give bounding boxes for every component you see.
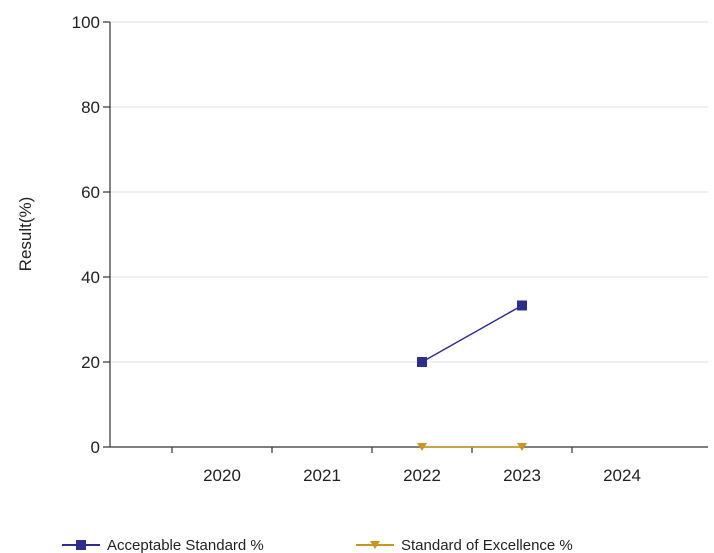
legend-item: Acceptable Standard % xyxy=(62,537,264,553)
legend-swatch-marker xyxy=(76,540,86,550)
legend-label: Acceptable Standard % xyxy=(107,537,264,553)
legend-swatch-marker xyxy=(370,541,380,549)
axes xyxy=(109,22,708,448)
y-axis-title: Result(%) xyxy=(16,197,35,272)
y-tick-label: 60 xyxy=(81,183,100,202)
x-tick-label: 2020 xyxy=(203,466,241,485)
y-tick-label: 80 xyxy=(81,98,100,117)
gridlines xyxy=(110,21,708,363)
x-tick-label: 2022 xyxy=(403,466,441,485)
legend-item: Standard of Excellence % xyxy=(356,537,573,553)
series-group xyxy=(417,300,527,451)
legend: Acceptable Standard % Standard of Excelle… xyxy=(62,537,573,553)
legend-label: Standard of Excellence % xyxy=(401,537,573,553)
y-tick-label: 40 xyxy=(81,268,100,287)
x-tick-label: 2024 xyxy=(603,466,641,485)
x-tick-label: 2021 xyxy=(303,466,341,485)
data-point xyxy=(417,443,427,451)
y-tick-label: 100 xyxy=(72,13,100,32)
data-point xyxy=(417,357,427,367)
series-2 xyxy=(417,443,527,451)
y-axis-ticks: 0 20 40 60 80 100 xyxy=(72,13,110,457)
data-point xyxy=(517,443,527,451)
series-1 xyxy=(417,300,527,367)
y-tick-label: 0 xyxy=(91,438,100,457)
x-tick-label: 2023 xyxy=(503,466,541,485)
x-axis-ticks: 2020 2021 2022 2023 2024 xyxy=(171,447,641,485)
data-point xyxy=(517,300,527,311)
series-line xyxy=(421,304,523,363)
y-tick-label: 20 xyxy=(81,353,100,372)
